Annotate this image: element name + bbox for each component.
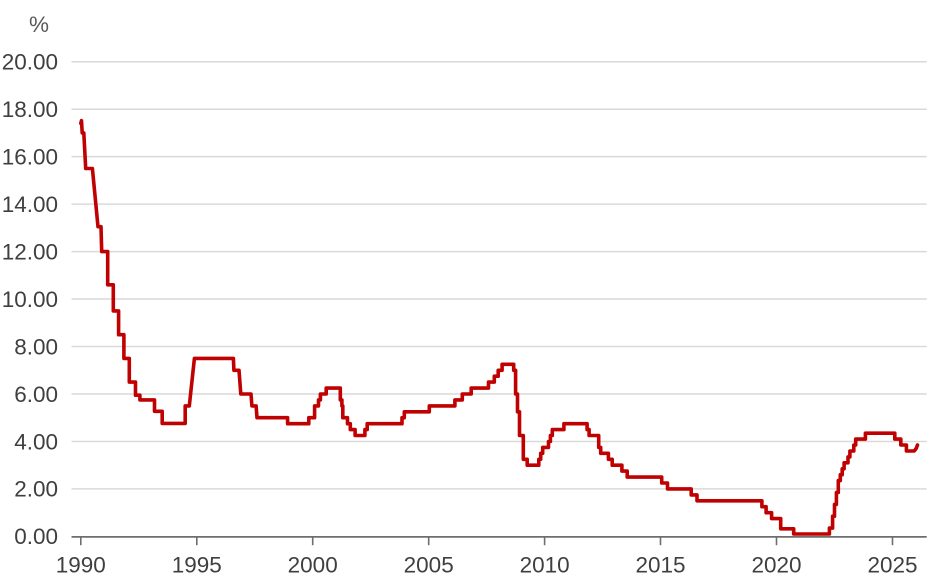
- svg-text:2005: 2005: [404, 553, 454, 578]
- svg-text:%: %: [29, 12, 49, 37]
- svg-text:2010: 2010: [520, 553, 570, 578]
- svg-text:1990: 1990: [56, 553, 106, 578]
- svg-text:0.00: 0.00: [14, 524, 58, 549]
- svg-text:12.00: 12.00: [2, 239, 58, 264]
- svg-text:14.00: 14.00: [2, 192, 58, 217]
- svg-text:10.00: 10.00: [2, 287, 58, 312]
- svg-text:2000: 2000: [288, 553, 338, 578]
- svg-text:16.00: 16.00: [2, 144, 58, 169]
- svg-text:20.00: 20.00: [2, 50, 58, 75]
- svg-text:8.00: 8.00: [14, 334, 58, 359]
- svg-text:1995: 1995: [172, 553, 222, 578]
- svg-text:2020: 2020: [751, 553, 801, 578]
- svg-text:2015: 2015: [635, 553, 685, 578]
- svg-text:6.00: 6.00: [14, 382, 58, 407]
- svg-text:2025: 2025: [867, 553, 917, 578]
- svg-text:4.00: 4.00: [14, 429, 58, 454]
- svg-text:2.00: 2.00: [14, 477, 58, 502]
- svg-text:18.00: 18.00: [2, 97, 58, 122]
